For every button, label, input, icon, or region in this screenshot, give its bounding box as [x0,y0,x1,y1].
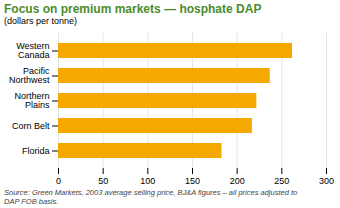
html-text:(dollars per tonne): (dollars per tonne) [4,16,77,26]
svg-text:WesternCanada: WesternCanada [16,41,49,60]
svg-text:50: 50 [98,176,108,186]
svg-text:PacificNorthwest: PacificNorthwest [9,66,50,85]
svg-text:100: 100 [140,176,155,186]
svg-text:250: 250 [274,176,289,186]
svg-text:Corn Belt: Corn Belt [12,121,50,131]
svg-text:150: 150 [185,176,200,186]
html-text:Focus on premium markets — hos: Focus on premium markets — hosphate DAP [4,2,262,16]
svg-text:300: 300 [319,176,334,186]
svg-text:Florida: Florida [22,146,50,156]
svg-text:200: 200 [230,176,245,186]
svg-text:0: 0 [56,176,61,186]
svg-text:NorthernPlains: NorthernPlains [14,91,50,110]
html-text:Source: Green Markets, 2003 av: Source: Green Markets, 2003 average sell… [4,188,298,206]
